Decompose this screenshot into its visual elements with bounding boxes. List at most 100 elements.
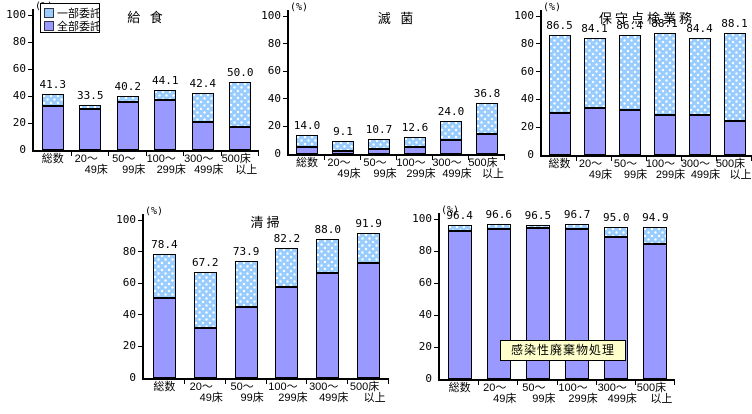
chart-title: 保守点検業務: [598, 11, 695, 26]
x-axis-label-line: 500床: [468, 157, 498, 169]
x-axis-label: 20〜 49床: [58, 154, 122, 176]
x-axis-label: 50〜 99床: [214, 382, 278, 404]
x-axis-label: 総数: [21, 154, 85, 165]
x-axis-label: 500床 以上: [208, 154, 272, 176]
x-axis-label: 総数: [528, 159, 592, 170]
x-axis-label-line: 299床: [655, 169, 686, 181]
segment-separator: [644, 243, 667, 245]
segment-full-outsource: [724, 122, 745, 154]
y-axis-tick-label: 80: [267, 36, 281, 50]
stacked-bar: [229, 82, 252, 150]
y-axis-tick: [283, 70, 287, 72]
y-axis-tick-label: 80: [520, 36, 534, 50]
segment-separator: [654, 114, 675, 116]
bar-value-label: 84.1: [581, 22, 608, 35]
segment-separator: [549, 112, 570, 114]
bar-value-label: 86.5: [546, 19, 573, 32]
segment-separator: [605, 236, 628, 238]
x-axis-label-line: 総数: [448, 382, 471, 394]
bar-value-label: 42.4: [189, 77, 217, 90]
y-axis-tick-label: 60: [520, 64, 534, 78]
bar-value-label: 96.6: [485, 208, 513, 221]
segment-full-outsource: [441, 141, 461, 153]
x-axis-label-line: 299床: [278, 392, 308, 404]
x-axis-label-line: 499床: [319, 392, 349, 404]
y-axis-tick-label: 80: [122, 244, 136, 258]
x-axis-label-line: 100〜: [645, 158, 676, 170]
x-axis-tick: [306, 380, 308, 384]
x-axis-label-line: 500床: [715, 158, 746, 170]
bar-value-label: 10.7: [365, 123, 393, 136]
stacked-bar: [447, 225, 472, 379]
segment-separator: [448, 230, 471, 232]
legend-swatch-full-icon: [44, 20, 54, 31]
x-axis-label: 総数: [275, 158, 339, 169]
x-axis-tick: [388, 380, 389, 384]
x-axis-label-line: 50〜: [363, 157, 387, 169]
segment-separator: [153, 297, 175, 299]
segment-separator: [619, 109, 640, 111]
x-axis-label: 100〜 299床: [255, 382, 319, 404]
x-axis-tick: [478, 381, 480, 385]
x-axis-label: 総数: [428, 383, 492, 394]
segment-separator: [358, 262, 380, 264]
segment-full-outsource: [689, 116, 710, 154]
x-axis-label: 20〜 49床: [311, 158, 375, 180]
bar-value-label: 91.9: [355, 217, 382, 230]
x-axis-label-line: 以上: [650, 393, 673, 405]
y-axis-tick: [434, 346, 438, 348]
segment-separator: [689, 114, 710, 116]
segment-separator: [405, 146, 425, 148]
stacked-bar: [404, 137, 426, 154]
segment-separator: [724, 120, 745, 122]
x-axis-label-line: 499床: [442, 168, 472, 180]
bar-value-label: 78.4: [151, 238, 178, 251]
legend-label-full: 全部委託: [57, 20, 100, 33]
chart-title: 給 食: [127, 10, 166, 25]
stacked-bar: [79, 105, 102, 150]
plot-area: (%) 感染性廃棄物処理 0 20 40 60 80 100 96.4 総数 96.6 20〜 49…: [412, 205, 675, 405]
segment-full-outsource: [644, 245, 667, 378]
stacked-bar: [234, 261, 258, 378]
x-axis-label-line: 99床: [532, 393, 556, 405]
x-axis-label-line: 50〜: [613, 158, 638, 170]
x-axis-label-line: 49床: [84, 164, 108, 176]
segment-full-outsource: [155, 101, 176, 149]
stacked-bar: [368, 139, 390, 154]
x-axis-label-line: 100〜: [396, 157, 426, 169]
y-axis-tick-label: 40: [418, 308, 432, 321]
stacked-bar: [723, 33, 746, 155]
x-axis-label-line: 300〜: [432, 157, 462, 169]
segment-full-outsource: [654, 116, 675, 154]
x-axis-label-line: 49床: [337, 168, 361, 180]
bar-value-label: 14.0: [293, 119, 321, 132]
x-axis-tick: [70, 152, 72, 156]
segment-separator: [80, 108, 101, 110]
x-axis-label-line: 499床: [194, 164, 224, 176]
segment-full-outsource: [549, 114, 570, 154]
stacked-bar: [548, 35, 571, 155]
x-axis-label: 300〜 499床: [419, 158, 483, 180]
x-axis-label: 100〜 299床: [633, 159, 697, 181]
bar-value-label: 88.1: [651, 17, 678, 30]
x-axis-label-line: 300〜: [597, 382, 627, 394]
y-axis-tick-label: 20: [520, 120, 534, 134]
x-axis-label: 300〜 499床: [171, 154, 235, 176]
x-axis-label-line: 99床: [373, 168, 397, 180]
y-axis-tick: [138, 282, 142, 284]
x-axis-tick: [224, 380, 226, 384]
y-axis-tick: [28, 68, 32, 70]
x-axis-label-line: 100〜: [558, 382, 588, 394]
x-axis-tick: [360, 156, 361, 160]
x-axis-label-line: 以上: [363, 392, 386, 404]
segment-full-outsource: [153, 299, 175, 377]
y-axis-tick: [283, 98, 287, 100]
x-axis-label-line: 299床: [156, 164, 186, 176]
x-axis-label: 50〜 99床: [347, 158, 411, 180]
x-axis-label-line: 49床: [493, 393, 517, 405]
x-axis-tick: [258, 152, 259, 156]
y-axis-tick-label: 100: [412, 212, 432, 225]
x-axis-label-line: 50〜: [230, 381, 254, 393]
x-axis-label: 500床 以上: [703, 159, 752, 181]
